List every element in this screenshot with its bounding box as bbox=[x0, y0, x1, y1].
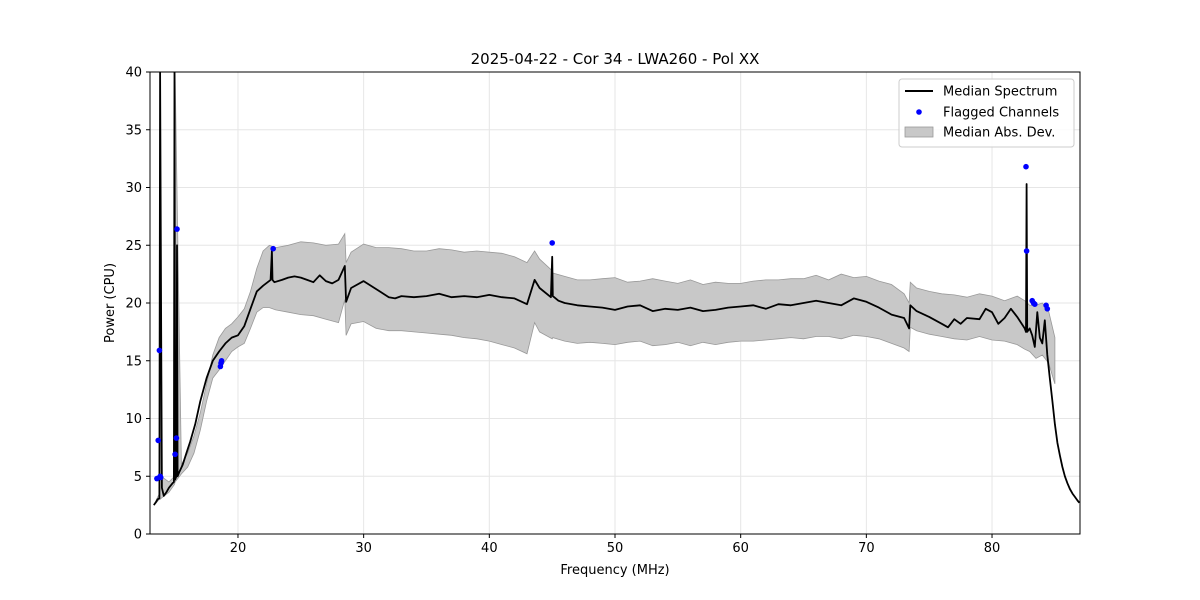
x-tick-label: 40 bbox=[481, 541, 498, 556]
median-spectrum-line bbox=[153, 72, 1080, 506]
legend-label-mad: Median Abs. Dev. bbox=[943, 126, 1055, 141]
x-tick-label: 50 bbox=[607, 541, 624, 556]
x-tick-label: 30 bbox=[355, 541, 372, 556]
flagged-channel-point bbox=[174, 226, 180, 232]
y-tick-label: 25 bbox=[125, 239, 142, 254]
chart-title: 2025-04-22 - Cor 34 - LWA260 - Pol XX bbox=[471, 50, 760, 68]
flagged-channel-point bbox=[155, 437, 161, 444]
legend-flagged-marker-swatch bbox=[916, 109, 922, 115]
y-axis-ticks: 0 5 10 15 20 25 30 35 40 bbox=[125, 66, 150, 543]
y-tick-label: 35 bbox=[125, 123, 142, 138]
flagged-channel-point bbox=[270, 245, 277, 252]
flagged-channel-point bbox=[173, 435, 180, 441]
y-tick-label: 0 bbox=[134, 528, 142, 543]
x-tick-label: 70 bbox=[858, 541, 875, 556]
y-tick-label: 15 bbox=[125, 354, 142, 369]
flagged-channels-points bbox=[154, 163, 1051, 482]
legend-mad-fill-swatch bbox=[904, 126, 934, 138]
flagged-channel-point bbox=[1044, 306, 1051, 312]
legend-label-flagged: Flagged Channels bbox=[943, 106, 1059, 121]
flagged-channel-point bbox=[157, 474, 164, 481]
flagged-channel-point bbox=[218, 358, 225, 364]
x-tick-label: 80 bbox=[984, 541, 1001, 556]
y-tick-label: 5 bbox=[134, 470, 142, 485]
flagged-channel-point bbox=[549, 240, 555, 246]
x-tick-label: 60 bbox=[732, 541, 749, 556]
y-tick-label: 40 bbox=[125, 66, 142, 81]
flagged-channel-point bbox=[172, 451, 178, 458]
y-tick-label: 10 bbox=[125, 412, 142, 427]
x-tick-label: 20 bbox=[230, 541, 247, 556]
legend-label-median: Median Spectrum bbox=[943, 85, 1057, 100]
legend-box bbox=[898, 78, 1075, 148]
flagged-channel-point bbox=[1023, 248, 1030, 254]
legend: Median Spectrum Flagged Channels Median … bbox=[898, 78, 1075, 148]
x-axis-label: Frequency (MHz) bbox=[560, 563, 669, 578]
flagged-channel-point bbox=[1032, 301, 1038, 308]
median-abs-dev-band bbox=[153, 72, 1056, 506]
x-axis-ticks: 20 30 40 50 60 70 80 bbox=[230, 534, 1001, 556]
flagged-channel-point bbox=[156, 347, 163, 354]
y-tick-label: 20 bbox=[125, 297, 142, 312]
y-axis-label: Power (CPU) bbox=[103, 263, 118, 343]
y-tick-label: 30 bbox=[125, 181, 142, 196]
flagged-channel-point bbox=[1023, 163, 1029, 170]
